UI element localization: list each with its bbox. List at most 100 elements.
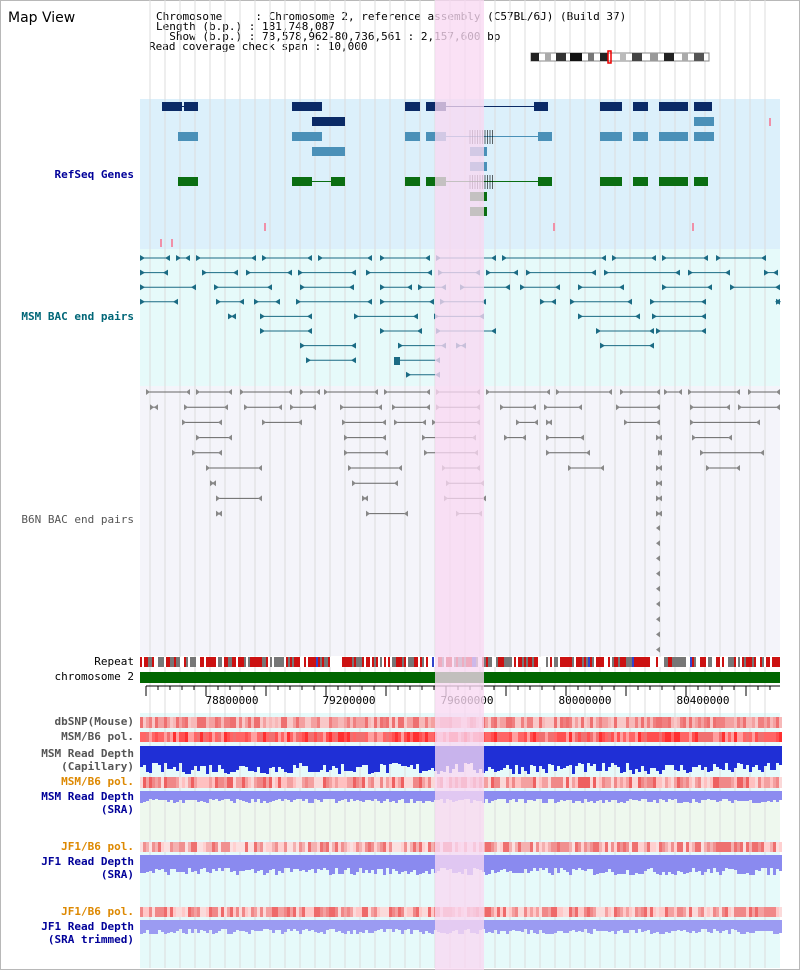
bac-end-marker <box>342 419 346 426</box>
current-position-marker <box>607 50 612 64</box>
bac-end-marker <box>578 313 583 320</box>
bac-end-marker <box>730 284 735 291</box>
axis-tick-label: 80400000 <box>677 694 730 707</box>
bac-end-marker <box>422 434 426 441</box>
track-label-b6n-bac[interactable]: B6N BAC end pairs <box>21 513 134 526</box>
bac-end-marker <box>196 389 200 395</box>
bac-end-marker <box>394 419 398 426</box>
gene-model <box>659 132 679 141</box>
bac-end-marker <box>652 313 657 320</box>
bac-end-marker <box>544 404 548 411</box>
bac-end-marker <box>620 389 624 395</box>
bac-end-marker <box>380 298 385 305</box>
bac-end-marker <box>406 371 411 378</box>
bac-end-marker <box>502 255 507 261</box>
bac-end-marker <box>616 404 620 411</box>
gene-model <box>312 117 332 126</box>
track-label-msm-depth-capillary-sub: (Capillary) <box>61 760 134 773</box>
bac-end-marker <box>612 255 617 261</box>
bac-end-marker <box>324 389 328 395</box>
axis-tick-label: 79200000 <box>323 694 376 707</box>
bac-end-marker <box>182 419 186 426</box>
track-label-jf1-b6-pol[interactable]: JF1/B6 pol. <box>61 840 134 853</box>
bac-end-marker <box>624 419 628 426</box>
bac-end-marker <box>300 342 305 349</box>
selected-region-highlight <box>435 0 484 970</box>
bac-end-marker <box>246 269 251 276</box>
bac-end-marker <box>418 284 423 291</box>
gene-model <box>162 102 182 111</box>
track-label-jf1-b6-pol-2[interactable]: JF1/B6 pol. <box>61 905 134 918</box>
bac-end-marker <box>262 255 267 261</box>
axis-tick-label: 80000000 <box>559 694 612 707</box>
track-label-msm-bac[interactable]: MSM BAC end pairs <box>21 310 134 323</box>
track-label-chromosome: chromosome 2 <box>54 670 134 683</box>
bac-end-marker <box>318 255 323 261</box>
track-label-msm-b6-pol[interactable]: MSM/B6 pol. <box>61 730 134 743</box>
track-label-msm-b6-pol-2[interactable]: MSM/B6 pol. <box>61 775 134 788</box>
bac-end-marker <box>344 449 348 456</box>
track-label-repeat: Repeat <box>94 655 134 668</box>
bac-end-marker <box>688 269 693 276</box>
bac-end-marker <box>240 389 244 395</box>
bac-end-marker <box>546 449 550 456</box>
bac-end-marker <box>504 434 508 441</box>
bac-end-marker <box>540 298 545 305</box>
coverage-span-info: Read coverage check span : 10,000 <box>149 40 368 53</box>
bac-end-marker <box>192 449 196 456</box>
track-label-jf1-depth-trimmed[interactable]: JF1 Read Depth <box>41 920 134 933</box>
bac-end-marker <box>596 328 601 334</box>
bac-end-marker <box>140 255 145 261</box>
bac-end-marker <box>196 255 201 261</box>
gene-model <box>659 177 679 186</box>
gene-model <box>292 102 312 111</box>
bac-end-marker <box>340 404 344 411</box>
bac-end-marker <box>176 255 181 261</box>
bac-end-marker <box>352 480 356 487</box>
gene-model <box>292 177 312 186</box>
track-label-refseq[interactable]: RefSeq Genes <box>54 168 134 181</box>
track-label-dbsnp[interactable]: dbSNP(Mouse) <box>54 715 134 728</box>
bac-end-marker <box>570 298 575 305</box>
bac-end-marker <box>662 284 667 291</box>
bac-end-marker <box>398 342 403 349</box>
bac-end-marker <box>184 404 188 411</box>
bac-end-marker <box>300 284 305 291</box>
bac-end-marker <box>260 313 265 320</box>
bac-end-marker <box>520 284 525 291</box>
bac-end-marker <box>306 357 311 364</box>
track-label-jf1-depth-trimmed-sub: (SRA trimmed) <box>47 933 134 946</box>
bac-end-marker <box>688 389 692 395</box>
track-label-msm-depth-sra-sub: (SRA) <box>100 803 134 816</box>
bac-end-marker <box>432 419 436 426</box>
bac-end-marker <box>206 465 210 471</box>
bac-end-marker <box>546 434 550 441</box>
bac-end-marker <box>692 434 696 441</box>
bac-end-marker <box>262 419 266 426</box>
bac-end-marker <box>568 465 572 471</box>
bac-end-marker <box>214 284 219 291</box>
bac-end-marker <box>254 298 259 305</box>
bac-end-marker <box>716 255 721 261</box>
bac-end-marker <box>656 328 661 334</box>
bac-end-marker <box>700 449 704 456</box>
bac-end-marker <box>392 404 396 411</box>
track-label-jf1-depth-sra-sub: (SRA) <box>100 868 134 881</box>
track-label-msm-depth-sra[interactable]: MSM Read Depth <box>41 790 134 803</box>
bac-end-marker <box>300 389 304 395</box>
bac-end-marker <box>244 404 248 411</box>
track-label-msm-depth-capillary[interactable]: MSM Read Depth <box>41 747 134 760</box>
bac-end-marker <box>380 328 385 334</box>
bac-end-marker <box>228 313 233 320</box>
bac-end-marker <box>486 389 490 395</box>
track-label-jf1-depth-sra[interactable]: JF1 Read Depth <box>41 855 134 868</box>
bac-end-marker <box>486 269 491 276</box>
bac-end-marker <box>662 255 667 261</box>
bac-end-marker <box>202 269 207 276</box>
page-title: Map View <box>8 10 76 26</box>
bac-end-marker <box>146 389 150 395</box>
bac-end-marker <box>140 298 145 305</box>
bac-end-marker <box>578 284 583 291</box>
bac-end-marker <box>500 404 504 411</box>
